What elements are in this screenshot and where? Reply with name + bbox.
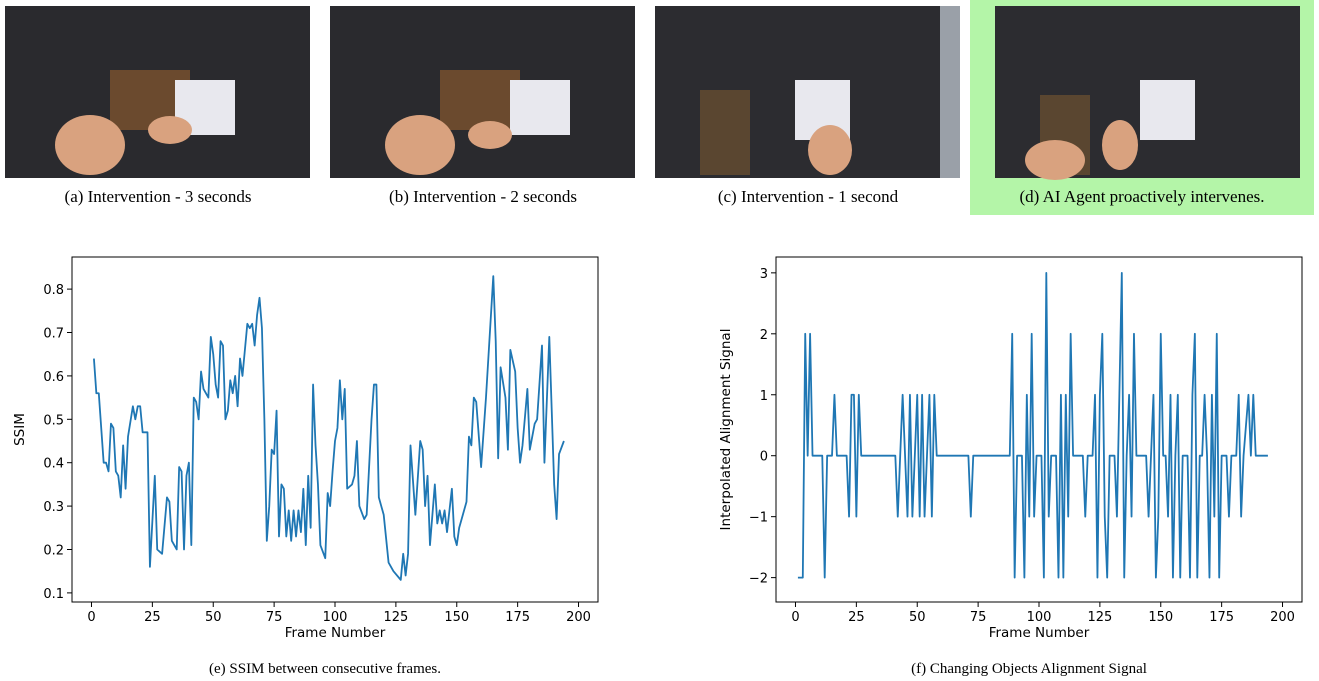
- x-tick-label: 50: [909, 610, 926, 625]
- photo: [330, 6, 635, 178]
- x-tick-label: 175: [1209, 610, 1234, 625]
- x-tick-label: 0: [87, 610, 95, 625]
- y-tick-label: −2: [749, 572, 768, 587]
- y-tick-label: 1: [760, 389, 768, 404]
- y-tick-label: 0.3: [43, 500, 64, 515]
- y-tick-label: 2: [760, 328, 768, 343]
- x-axis-label: Frame Number: [989, 625, 1090, 641]
- x-tick-label: 175: [505, 610, 530, 625]
- caption: (c) Intervention - 1 second: [718, 187, 899, 206]
- x-tick-label: 25: [144, 610, 161, 625]
- caption: (a) Intervention - 3 seconds: [65, 187, 252, 206]
- x-tick-label: 125: [383, 610, 408, 625]
- y-tick-label: 0.8: [43, 283, 64, 298]
- photo: [995, 6, 1300, 180]
- caption: (e) SSIM between consecutive frames.: [209, 661, 441, 677]
- y-tick-label: 3: [760, 267, 768, 282]
- x-tick-label: 200: [1270, 610, 1295, 625]
- y-tick-label: 0: [760, 450, 768, 465]
- caption: (b) Intervention - 2 seconds: [389, 187, 577, 206]
- caption: (f) Changing Objects Alignment Signal: [911, 661, 1147, 677]
- x-tick-label: 100: [323, 610, 348, 625]
- data-line: [797, 271, 1268, 579]
- x-tick-label: 125: [1087, 610, 1112, 625]
- y-axis-label: SSIM: [12, 413, 28, 446]
- photo: [655, 6, 960, 178]
- x-tick-label: 100: [1027, 610, 1052, 625]
- data-line: [93, 275, 565, 581]
- y-tick-label: −1: [749, 511, 768, 526]
- caption: (d) AI Agent proactively intervenes.: [1019, 187, 1264, 206]
- x-axis-label: Frame Number: [285, 625, 386, 641]
- x-tick-label: 0: [791, 610, 799, 625]
- y-tick-label: 0.1: [43, 587, 64, 602]
- y-tick-label: 0.2: [43, 543, 64, 558]
- x-tick-label: 200: [566, 610, 591, 625]
- y-tick-label: 0.4: [43, 457, 64, 472]
- x-tick-label: 75: [970, 610, 987, 625]
- y-axis-label: Interpolated Alignment Signal: [718, 329, 734, 531]
- x-tick-label: 50: [205, 610, 222, 625]
- x-tick-label: 150: [1148, 610, 1173, 625]
- y-tick-label: 0.5: [43, 413, 64, 428]
- x-tick-label: 25: [848, 610, 865, 625]
- x-tick-label: 75: [266, 610, 283, 625]
- x-tick-label: 150: [444, 610, 469, 625]
- photo: [5, 6, 310, 178]
- y-tick-label: 0.7: [43, 327, 64, 342]
- y-tick-label: 0.6: [43, 370, 64, 385]
